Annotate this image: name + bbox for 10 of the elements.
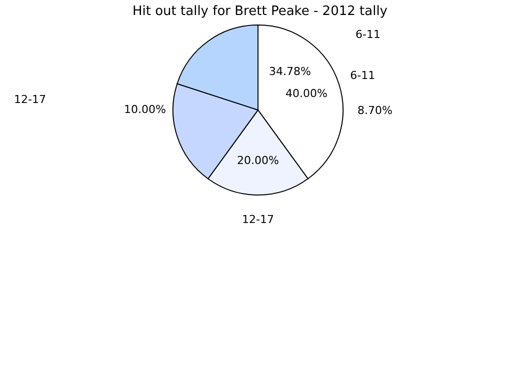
text: 8.70% (358, 104, 392, 117)
data-label: 20.00% (237, 154, 279, 167)
data-label: 40.00% (286, 87, 328, 100)
text: 12-17 (14, 93, 46, 106)
text: 34.78% (269, 65, 311, 78)
slice-label: 6-11 (350, 69, 376, 82)
text: 10.00% (124, 103, 166, 116)
slice-label: 12-17 (242, 213, 274, 226)
chart-title: Hit out tally for Brett Peake - 2012 tally (132, 4, 388, 19)
text: 6-11 (356, 28, 380, 41)
